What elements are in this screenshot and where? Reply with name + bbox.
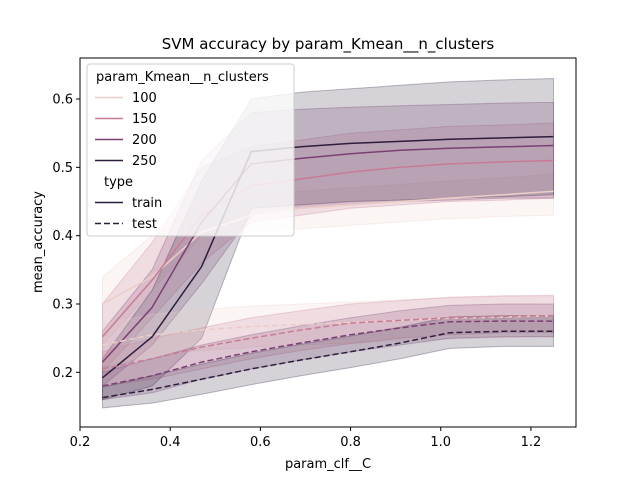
axes-frame (79, 57, 577, 428)
x-axis: 0.2 0.4 0.6 0.8 1.0 1.2 (70, 427, 542, 450)
x-tick-label: 0.4 (160, 435, 181, 450)
y-tick-label: 0.5 (52, 161, 73, 176)
y-axis: 0.2 0.3 0.4 0.5 0.6 (52, 93, 80, 381)
x-tick-label: 0.6 (250, 435, 271, 450)
legend-entry: 100 (132, 91, 157, 106)
series-line-test-200 (102, 320, 554, 387)
series-line-test-250 (102, 330, 554, 399)
legend-style-title: type (104, 175, 133, 190)
x-tick-label: 0.8 (340, 435, 361, 450)
legend-entry: 200 (132, 133, 157, 148)
legend-entry: 150 (132, 112, 157, 127)
series-lines (101, 135, 554, 399)
x-tick-label: 0.2 (70, 435, 91, 450)
series-line-train-100 (102, 190, 554, 305)
legend-entry: 250 (132, 154, 157, 169)
series-line-test-150 (102, 314, 554, 370)
x-axis-label: param_clf__C (285, 457, 371, 472)
series-line-train-250 (102, 135, 554, 379)
band-test-100 (102, 294, 554, 367)
y-tick-label: 0.4 (52, 229, 73, 244)
legend-entry: test (132, 217, 157, 232)
series-line-test-100 (102, 314, 554, 346)
y-tick-label: 0.3 (52, 298, 73, 313)
legend-box (86, 63, 295, 237)
series-line-train-150 (101, 159, 554, 338)
y-axis-label: mean_accuracy (31, 191, 46, 293)
series-line-train-200 (101, 144, 554, 363)
legend-hue-title: param_Kmean__n_clusters (96, 70, 269, 85)
legend: param_Kmean__n_clusters 100 150 200 250 type t… (86, 63, 295, 237)
y-tick-label: 0.6 (52, 93, 73, 108)
x-tick-label: 1.2 (521, 435, 542, 450)
chart-title: SVM accuracy by param_Kmean__n_clusters (162, 35, 495, 54)
x-tick-label: 1.0 (430, 435, 451, 450)
legend-entry: train (132, 196, 162, 211)
band-test-250 (102, 315, 554, 409)
y-tick-label: 0.2 (52, 366, 73, 381)
